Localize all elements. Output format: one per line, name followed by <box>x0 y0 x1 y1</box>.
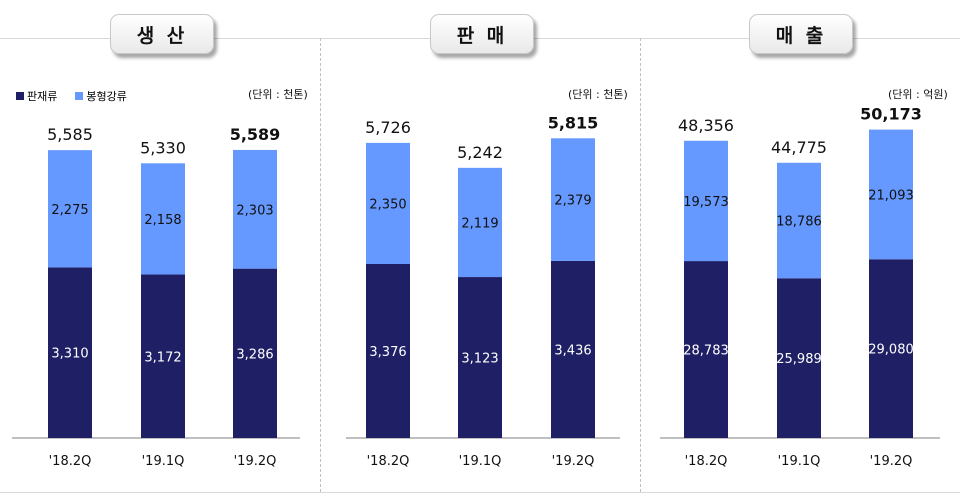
total-label: 48,356 <box>678 116 734 135</box>
category-label: '19.2Q <box>870 454 913 469</box>
bar-segment-plate <box>684 261 728 438</box>
revenue-unit: (단위 : 억원) <box>888 88 948 101</box>
data-label-plate: 3,286 <box>236 347 273 362</box>
sales-volume-title: 판 매 <box>430 14 534 54</box>
data-label-plate: 28,783 <box>683 344 729 359</box>
sales-volume-unit: (단위 : 천톤) <box>568 88 628 101</box>
panel-separator <box>320 38 321 492</box>
data-label-plate: 3,436 <box>554 343 591 358</box>
category-label: '19.1Q <box>459 454 502 469</box>
legend-item-bar-section: 봉형강류 <box>75 88 127 104</box>
total-label: 5,589 <box>230 125 281 144</box>
bar-segment-plate <box>777 278 821 438</box>
data-label-plate: 3,123 <box>461 352 498 367</box>
data-label-bar-section: 2,303 <box>236 203 273 218</box>
bar-segment-plate <box>869 259 913 438</box>
legend-label-plate: 판재류 <box>27 90 58 103</box>
bar-segment-plate <box>551 260 595 438</box>
production-unit: (단위 : 천톤) <box>248 88 308 101</box>
data-label-bar-section: 19,573 <box>683 195 729 210</box>
bar-segment-bar-section <box>551 138 595 261</box>
data-label-bar-section: 2,275 <box>51 203 88 218</box>
legend-label-bar-section: 봉형강류 <box>86 90 127 103</box>
category-label: '19.2Q <box>234 454 277 469</box>
total-label: 5,330 <box>140 138 186 157</box>
category-label: '18.2Q <box>49 454 92 469</box>
total-label: 50,173 <box>860 105 922 124</box>
bottom-divider <box>0 492 960 493</box>
data-label-plate: 3,172 <box>144 350 181 365</box>
revenue-title: 매 출 <box>749 14 853 54</box>
legend-swatch-plate <box>16 92 24 100</box>
data-label-plate: 29,080 <box>868 343 914 358</box>
total-label: 5,242 <box>457 143 503 162</box>
total-label: 44,775 <box>771 138 827 157</box>
bar-segment-bar-section <box>458 167 502 278</box>
legend: 판재류 봉형강류 <box>16 88 145 104</box>
bar-segment-bar-section <box>233 149 277 269</box>
data-label-bar-section: 2,158 <box>144 213 181 228</box>
total-label: 5,726 <box>365 118 411 137</box>
bar-segment-bar-section <box>366 142 410 265</box>
data-label-bar-section: 2,119 <box>461 216 498 231</box>
total-label: 5,585 <box>47 125 93 144</box>
panel-separator <box>640 38 641 492</box>
data-label-bar-section: 21,093 <box>868 188 914 203</box>
data-label-bar-section: 2,379 <box>554 194 591 209</box>
bar-segment-plate <box>233 268 277 438</box>
category-label: '18.2Q <box>367 454 410 469</box>
category-label: '18.2Q <box>685 454 728 469</box>
total-label: 5,815 <box>548 113 599 132</box>
legend-swatch-bar-section <box>75 92 84 100</box>
data-label-plate: 3,310 <box>51 347 88 362</box>
bar-segment-bar-section <box>684 140 728 262</box>
bar-segment-bar-section <box>777 162 821 279</box>
category-label: '19.2Q <box>552 454 595 469</box>
bar-segment-plate <box>48 267 92 438</box>
data-label-bar-section: 18,786 <box>776 215 822 230</box>
legend-item-plate: 판재류 <box>16 88 57 104</box>
bar-segment-bar-section <box>869 129 913 260</box>
data-label-plate: 3,376 <box>369 345 406 360</box>
data-label-plate: 25,989 <box>776 352 822 367</box>
bar-segment-bar-section <box>141 163 185 275</box>
bar-segment-plate <box>458 277 502 438</box>
production-title: 생 산 <box>110 14 214 54</box>
bar-segment-plate <box>366 264 410 438</box>
category-label: '19.1Q <box>142 454 185 469</box>
category-label: '19.1Q <box>778 454 821 469</box>
bar-segment-bar-section <box>48 150 92 268</box>
data-label-bar-section: 2,350 <box>369 197 406 212</box>
bar-segment-plate <box>141 274 185 438</box>
